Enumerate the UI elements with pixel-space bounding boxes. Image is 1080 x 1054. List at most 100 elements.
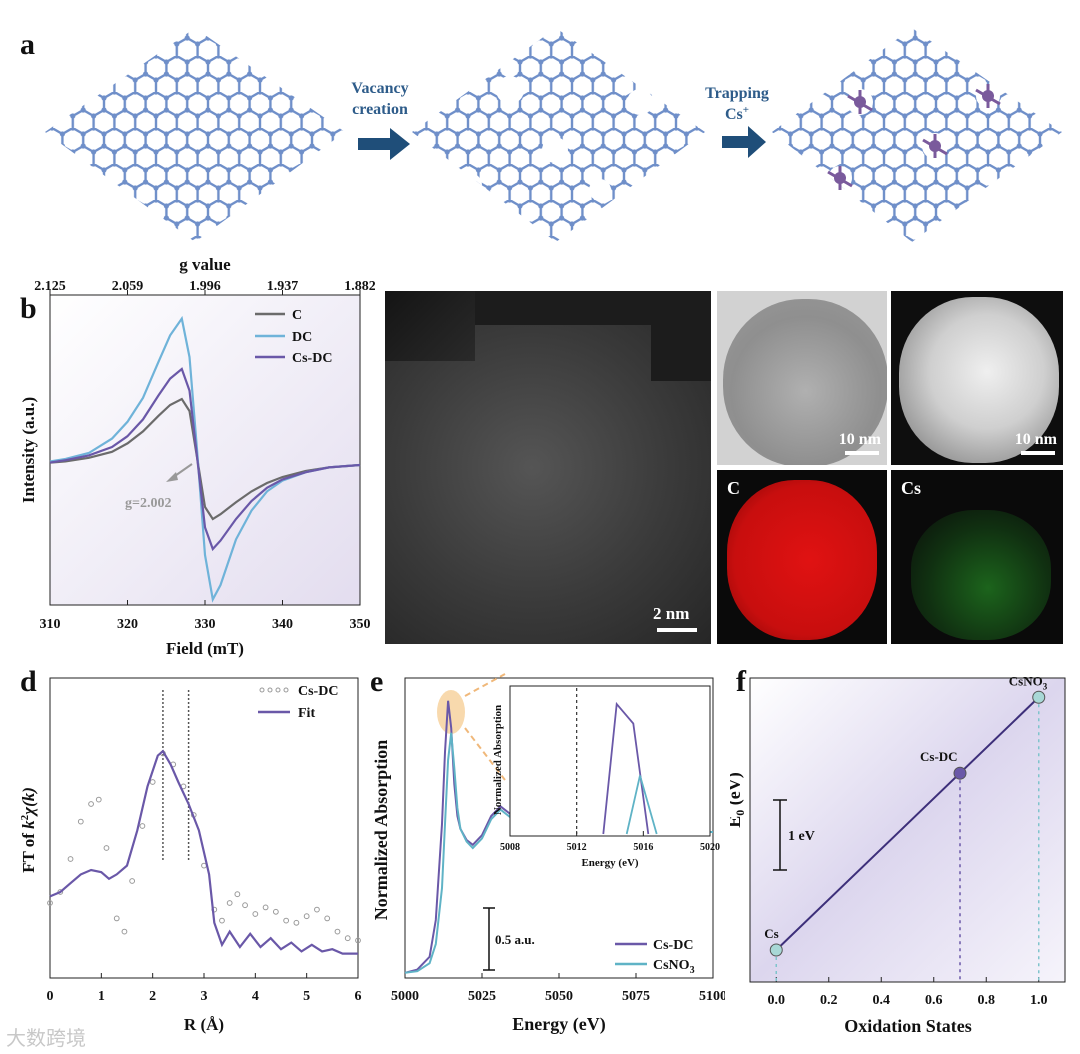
data-point [77, 818, 84, 825]
tem-image: 10 nm [717, 291, 887, 465]
scale-bar-e: 0.5 a.u. [483, 907, 535, 971]
tick-label: 0.0 [768, 993, 786, 1008]
point-label: Cs [764, 926, 778, 941]
panel-e-xanes-chart: 5000 5025 5050 5075 5100 Energy (eV) Normali… [371, 673, 725, 1035]
legend-label: DC [292, 330, 312, 345]
cs-atom [929, 140, 941, 152]
data-point [334, 928, 341, 935]
scale-bar-f: 1 eV [773, 799, 815, 871]
x-tick-labels: 5000 5025 5050 5075 5100 [391, 973, 725, 1004]
legend-d: Cs-DC Fit [258, 684, 338, 721]
x-tick-labels: 310 320 330 340 350 [40, 600, 371, 632]
cs-atom [982, 90, 994, 102]
data-point [226, 900, 233, 906]
vacancy-lattice [412, 28, 705, 242]
top-tick-labels: 2.125 2.059 1.996 1.937 1.882 [34, 279, 375, 295]
data-point [149, 779, 156, 785]
scale-bar-label: 1 eV [788, 829, 815, 844]
data-point [219, 917, 225, 924]
data-point [324, 915, 331, 922]
tick-label: 0.8 [978, 993, 996, 1008]
tick-label: 5008 [500, 842, 520, 853]
data-point [47, 900, 53, 906]
tick-label: 2.059 [112, 279, 144, 294]
panel-label-b: b [20, 292, 37, 325]
watermark: 大数跨境 [6, 1026, 86, 1050]
data-point [303, 913, 310, 920]
data-point [769, 943, 783, 957]
inset-y-axis-title: Normalized Absorption [492, 705, 504, 815]
arrow2-label-line2: Cs [725, 106, 743, 123]
tick-label: 2.125 [34, 279, 66, 294]
data-point [1032, 690, 1046, 704]
panel-label-a: a [20, 28, 35, 61]
data-point [234, 891, 241, 898]
highlight-region [437, 690, 465, 734]
tick-label: 1 [98, 989, 105, 1004]
legend-e: Cs-DC CsNO3 [615, 938, 695, 976]
panel-label-f: f [736, 665, 746, 698]
scale-bar-label: 0.5 a.u. [495, 932, 535, 947]
data-point [121, 928, 128, 935]
inset-x-tick-labels: 5008 5012 5016 5020 [500, 831, 720, 853]
series-line-fit [49, 749, 358, 955]
y-axis-title: Normalized Absorption [371, 740, 391, 921]
arrow-right-icon [722, 126, 766, 158]
g-annotation-label: g=2.002 [125, 496, 171, 511]
g-annotation: g=2.002 [125, 463, 193, 511]
tick-label: 5025 [468, 989, 496, 1004]
series-group [47, 690, 361, 955]
legend-b: C DC Cs-DC [255, 308, 332, 366]
arrow1-label-line2: creation [352, 101, 408, 118]
tick-label: 5100 [699, 989, 725, 1004]
svg-text:Cs+: Cs+ [725, 104, 749, 123]
cs-trapped-lattice [772, 28, 1062, 242]
tick-label: 310 [40, 617, 61, 632]
inset-chart: 5008 5012 5016 5020 Energy (eV) Normalized … [492, 685, 720, 869]
tick-label: 2 [149, 989, 156, 1004]
data-point [283, 917, 290, 924]
tick-label: 5 [303, 989, 310, 1004]
tick-label: 0.6 [925, 993, 943, 1008]
data-point [88, 801, 94, 807]
tick-label: 340 [272, 617, 293, 632]
cs-atom [854, 96, 866, 108]
data-point [139, 823, 146, 829]
x-axis-title: R (Å) [184, 1015, 224, 1034]
data-point [344, 935, 351, 942]
panel-b-epr-chart: g value 2.125 2.059 1.996 1.937 1.882 310 320… [19, 255, 375, 658]
legend-label: Cs-DC [298, 684, 338, 699]
data-point [252, 911, 259, 917]
data-point [293, 919, 300, 926]
data-point [113, 915, 120, 922]
tick-label: 1.882 [344, 279, 375, 294]
y-axis-title: Intensity (a.u.) [19, 397, 38, 503]
fit-line [775, 696, 1040, 951]
legend-label: Cs-DC [292, 351, 332, 366]
cs-atoms [827, 84, 1001, 190]
scale-label: 10 nm [1014, 431, 1057, 448]
eds-map-c: C [717, 470, 887, 644]
map-label: Cs [901, 478, 922, 498]
tick-label: 5016 [633, 842, 653, 853]
plot-area-f [749, 677, 1066, 983]
x-axis-title: Energy (eV) [512, 1014, 605, 1035]
series-group [49, 315, 361, 603]
data-point [262, 904, 269, 911]
legend-label: Cs-DC [653, 938, 693, 953]
tick-label: 0.2 [820, 993, 838, 1008]
scale-label: 2 nm [653, 604, 690, 623]
point-label: Cs-DC [920, 749, 958, 764]
arrow1-label-line1: Vacancy [351, 80, 408, 97]
legend-label: Fit [298, 706, 315, 721]
data-point [129, 878, 136, 884]
x-tick-labels: 0 1 2 3 4 5 6 [47, 973, 362, 1004]
tick-label: 5020 [700, 842, 720, 853]
tick-label: 1.0 [1030, 993, 1048, 1008]
tick-label: 5075 [622, 989, 650, 1004]
panel-label-d: d [20, 665, 37, 698]
data-point [103, 845, 110, 851]
top-axis-title: g value [179, 255, 231, 274]
data-point [242, 902, 248, 909]
tick-label: 350 [350, 617, 371, 632]
